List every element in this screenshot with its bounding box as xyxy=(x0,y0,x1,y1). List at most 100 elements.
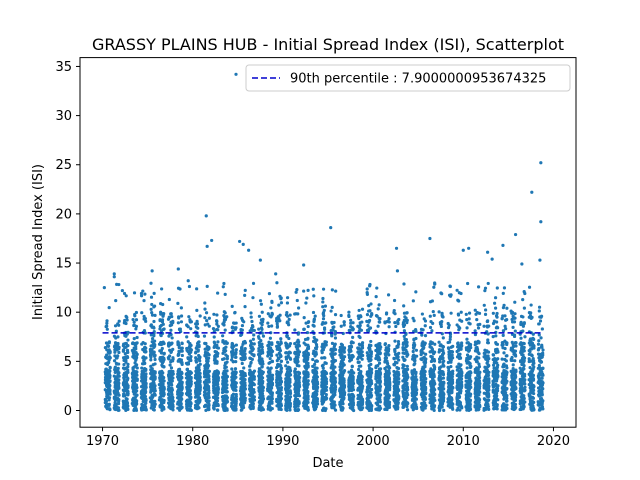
scatter-point xyxy=(377,367,382,371)
scatter-point xyxy=(339,355,343,360)
scatter-point xyxy=(141,356,145,360)
scatter-point xyxy=(384,391,388,395)
scatter-point xyxy=(368,357,372,361)
scatter-point xyxy=(115,382,120,386)
scatter-point xyxy=(184,372,189,376)
scatter-point xyxy=(196,363,200,368)
scatter-point xyxy=(216,351,220,356)
scatter-point xyxy=(197,391,201,395)
scatter-point xyxy=(296,312,300,316)
scatter-point xyxy=(212,335,216,339)
scatter-point xyxy=(293,342,297,346)
scatter-point xyxy=(340,358,344,362)
scatter-point xyxy=(288,344,292,348)
scatter-point xyxy=(369,343,373,348)
scatter-point xyxy=(140,374,145,378)
scatter-point xyxy=(233,326,237,330)
scatter-point xyxy=(311,357,315,362)
scatter-point xyxy=(105,324,109,328)
scatter-point xyxy=(284,343,288,348)
scatter-point xyxy=(225,341,229,345)
scatter-point xyxy=(115,282,119,286)
scatter-point xyxy=(153,384,157,388)
scatter-point xyxy=(303,366,308,370)
scatter-point xyxy=(410,369,414,373)
scatter-point xyxy=(287,317,291,321)
scatter-point xyxy=(306,288,310,292)
scatter-point xyxy=(360,350,364,354)
scatter-point xyxy=(341,397,345,401)
scatter-point xyxy=(311,287,315,291)
scatter-point xyxy=(150,340,154,344)
scatter-point xyxy=(385,361,389,365)
scatter-point xyxy=(178,357,182,362)
scatter-point xyxy=(116,342,120,347)
scatter-point xyxy=(243,305,247,309)
scatter-point xyxy=(223,364,227,368)
scatter-point xyxy=(387,400,392,404)
scatter-point xyxy=(159,340,163,345)
scatter-point xyxy=(306,343,310,347)
scatter-point xyxy=(284,351,288,355)
scatter-point xyxy=(396,352,400,356)
scatter-point xyxy=(150,336,155,341)
scatter-point xyxy=(141,404,145,408)
scatter-point xyxy=(404,348,408,352)
scatter-point xyxy=(260,348,264,352)
scatter-point xyxy=(252,369,257,373)
scatter-point xyxy=(284,404,288,408)
scatter-point xyxy=(202,334,207,338)
scatter-point xyxy=(178,388,183,392)
scatter-point xyxy=(295,400,299,404)
scatter-point xyxy=(113,341,118,345)
scatter-point xyxy=(179,375,183,379)
scatter-point xyxy=(322,308,326,312)
scatter-point xyxy=(392,363,397,367)
scatter-point xyxy=(230,353,234,357)
scatter-point xyxy=(188,391,192,395)
scatter-point xyxy=(269,306,273,310)
scatter-point xyxy=(323,356,327,360)
scatter-point xyxy=(396,374,400,378)
scatter-point xyxy=(153,393,157,397)
scatter-point xyxy=(176,301,180,305)
scatter-point xyxy=(338,350,342,354)
scatter-point xyxy=(338,388,342,392)
scatter-point xyxy=(158,396,162,400)
scatter-point xyxy=(131,366,135,370)
scatter-point xyxy=(232,371,236,375)
scatter-point xyxy=(279,366,284,370)
scatter-point xyxy=(161,314,165,318)
scatter-point xyxy=(384,369,388,373)
scatter-point xyxy=(333,387,338,392)
scatter-point xyxy=(159,310,163,314)
scatter-point xyxy=(248,329,252,333)
scatter-point xyxy=(248,350,252,354)
scatter-point xyxy=(340,408,344,412)
scatter-point xyxy=(331,374,335,378)
scatter-point xyxy=(112,396,117,401)
scatter-point xyxy=(322,326,327,330)
scatter-point xyxy=(285,311,289,315)
scatter-point xyxy=(297,350,302,354)
scatter-point xyxy=(222,389,227,393)
scatter-point xyxy=(313,405,317,409)
scatter-point xyxy=(279,359,283,364)
scatter-point xyxy=(260,365,264,369)
scatter-point xyxy=(294,290,298,294)
scatter-point xyxy=(122,291,127,296)
scatter-point xyxy=(287,323,291,327)
scatter-point xyxy=(294,370,298,374)
scatter-point xyxy=(369,362,373,366)
scatter-point xyxy=(135,378,139,383)
scatter-point xyxy=(230,326,234,330)
scatter-point xyxy=(393,321,397,325)
scatter-point xyxy=(395,345,399,349)
scatter-point xyxy=(179,306,183,310)
scatter-point xyxy=(259,321,263,325)
scatter-point xyxy=(367,353,372,357)
scatter-point xyxy=(243,354,247,358)
scatter-point xyxy=(113,368,117,372)
scatter-point xyxy=(321,369,325,374)
scatter-point xyxy=(234,394,238,399)
